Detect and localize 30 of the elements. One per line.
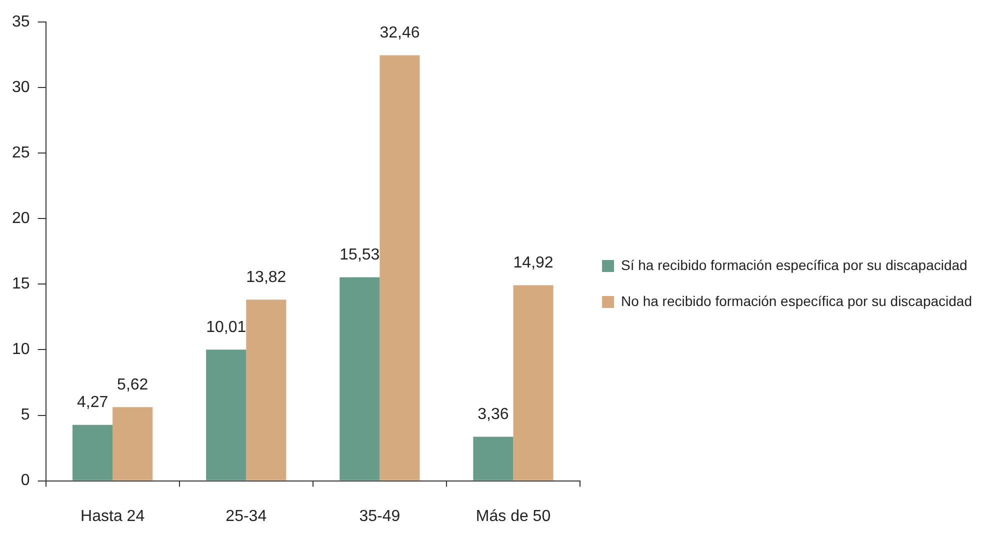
data-label: 13,82 — [246, 269, 286, 286]
y-tick-label: 15 — [12, 276, 30, 293]
bar — [473, 436, 514, 480]
data-label: 15,53 — [340, 246, 380, 264]
bar — [513, 285, 554, 480]
x-tick-label: Más de 50 — [476, 508, 551, 525]
data-label: 5,62 — [117, 376, 148, 394]
x-tick-label: 25-34 — [226, 508, 267, 525]
y-tick-label: 20 — [12, 210, 30, 228]
x-tick-label: 35-49 — [359, 508, 400, 525]
data-label: 4,27 — [76, 394, 108, 412]
x-tick-label: Hasta 24 — [80, 508, 145, 525]
y-tick-label: 35 — [12, 13, 30, 30]
bar — [206, 350, 246, 480]
bar — [72, 424, 113, 480]
y-tick-label: 30 — [12, 78, 30, 96]
bar — [380, 55, 420, 480]
bar — [246, 300, 286, 480]
data-label: 10,01 — [206, 318, 246, 336]
data-label: 14,92 — [513, 254, 554, 272]
data-label: 32,46 — [380, 24, 420, 42]
y-tick-label: 0 — [20, 472, 30, 490]
legend-label: No ha recibido formación específica por su discapacidad — [621, 292, 972, 309]
data-label: 3,36 — [478, 406, 509, 424]
y-tick-label: 5 — [20, 406, 30, 424]
bar — [112, 407, 153, 480]
legend-label: Sí ha recibido formación específica por su discapacidad — [621, 256, 968, 273]
y-tick-label: 10 — [12, 341, 30, 358]
y-tick-label: 25 — [12, 144, 30, 162]
bar — [340, 277, 380, 480]
